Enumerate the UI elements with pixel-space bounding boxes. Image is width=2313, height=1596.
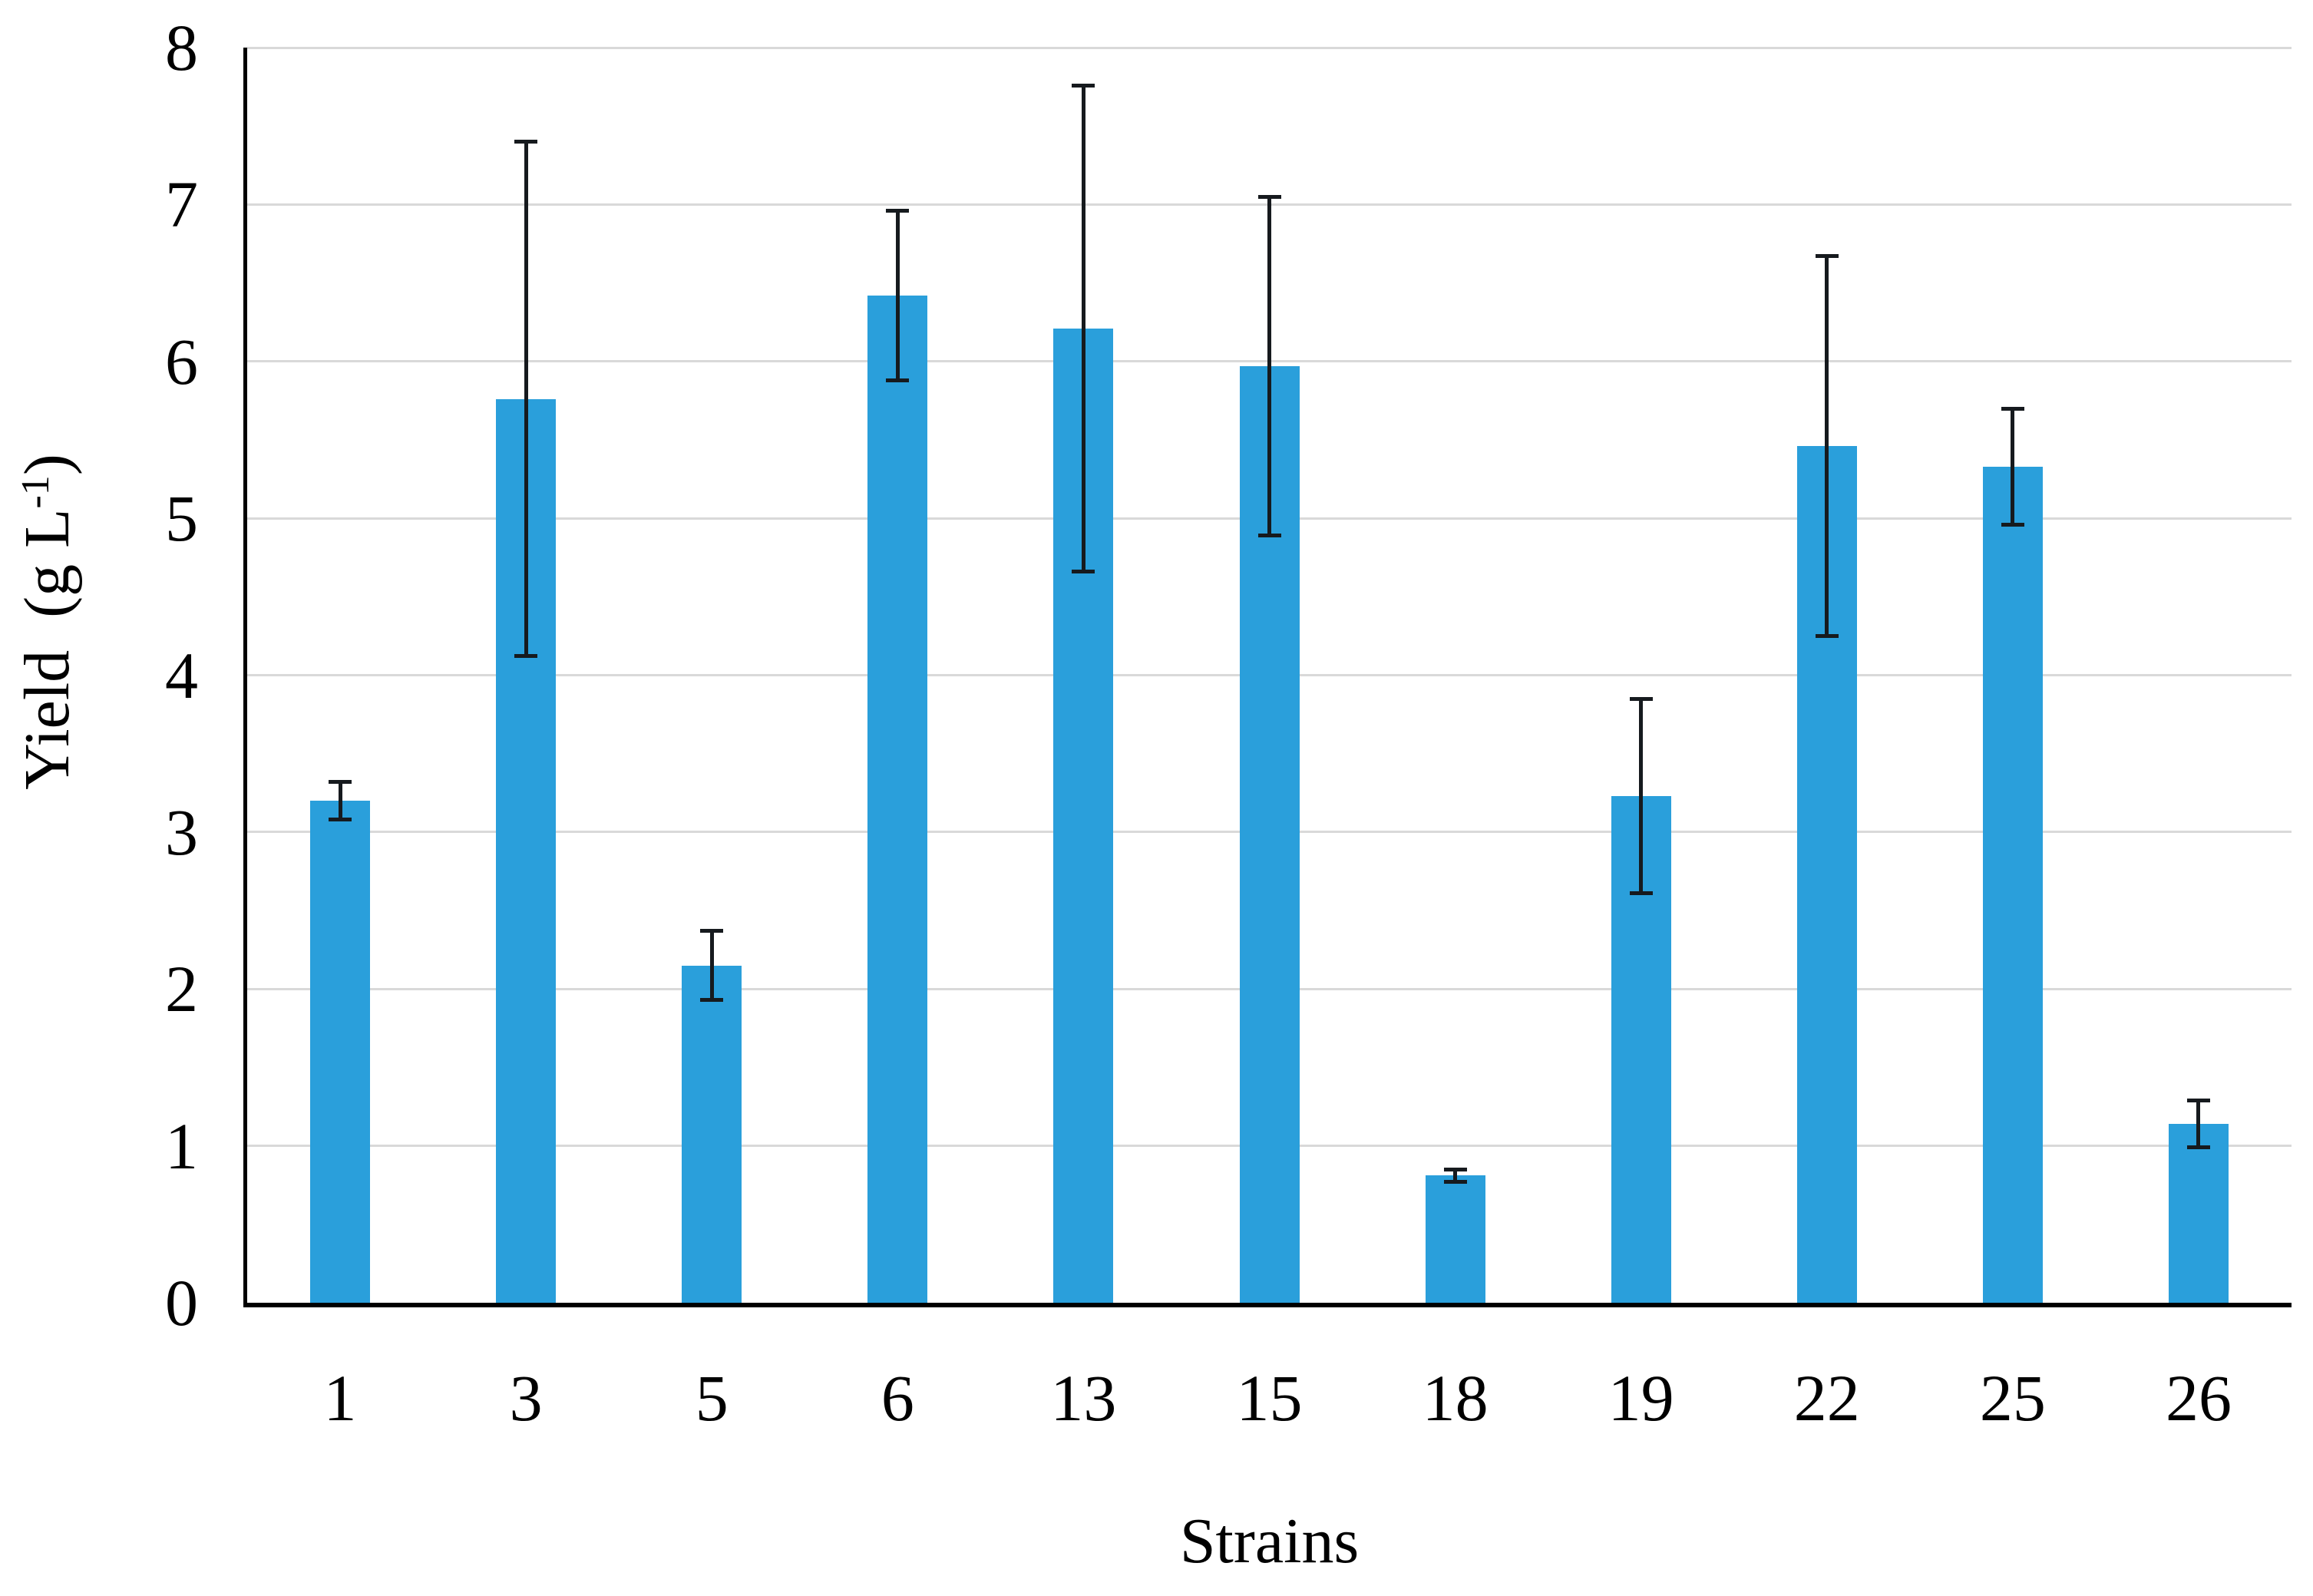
bar-strain-1 (310, 801, 371, 1303)
error-bar-strain-25 (2011, 408, 2015, 525)
error-bar-bottom-cap-strain-13 (1072, 570, 1095, 574)
error-bar-top-cap-strain-13 (1072, 83, 1095, 88)
bar-strain-5 (682, 965, 742, 1303)
y-tick-label: 5 (165, 481, 198, 556)
error-bar-top-cap-strain-3 (514, 140, 538, 144)
error-bar-bottom-cap-strain-15 (1257, 534, 1281, 538)
y-tick-label: 2 (165, 952, 198, 1026)
y-tick-label: 0 (165, 1266, 198, 1340)
error-bar-strain-3 (524, 141, 528, 656)
x-tick-label-strain-13: 13 (1050, 1361, 1117, 1435)
x-axis-line (243, 1303, 2292, 1307)
x-tick-label-strain-22: 22 (1793, 1361, 1860, 1435)
x-tick-label-strain-6: 6 (881, 1361, 914, 1435)
x-tick-label-strain-15: 15 (1236, 1361, 1303, 1435)
error-bar-strain-15 (1267, 197, 1271, 536)
error-bar-bottom-cap-strain-5 (700, 998, 724, 1003)
error-bar-bottom-cap-strain-26 (2186, 1145, 2210, 1150)
y-axis-title-close: ) (12, 454, 83, 476)
x-tick-label-strain-1: 1 (323, 1361, 357, 1435)
bar-strain-18 (1425, 1175, 1485, 1303)
error-bar-bottom-cap-strain-3 (514, 654, 538, 659)
error-bar-strain-19 (1639, 699, 1644, 894)
error-bar-top-cap-strain-6 (886, 209, 910, 213)
error-bar-top-cap-strain-15 (1257, 194, 1281, 199)
error-bar-bottom-cap-strain-25 (2001, 522, 2024, 527)
y-tick-label: 1 (165, 1109, 198, 1183)
bar-strain-26 (2168, 1124, 2229, 1303)
error-bar-strain-1 (338, 781, 342, 820)
gridline-y-8 (247, 46, 2292, 49)
bar-strain-25 (1982, 466, 2043, 1303)
error-bar-bottom-cap-strain-6 (886, 378, 910, 382)
error-bar-top-cap-strain-5 (700, 929, 724, 933)
x-tick-label-strain-19: 19 (1608, 1361, 1674, 1435)
x-tick-label-strain-5: 5 (695, 1361, 729, 1435)
error-bar-bottom-cap-strain-19 (1629, 891, 1653, 896)
y-tick-label: 3 (165, 795, 198, 869)
y-tick-label: 7 (165, 167, 198, 242)
error-bar-strain-13 (1081, 85, 1085, 572)
y-axis-line (243, 48, 247, 1305)
error-bar-strain-22 (1825, 256, 1829, 636)
error-bar-top-cap-strain-19 (1629, 696, 1653, 701)
bar-strain-6 (867, 295, 928, 1303)
error-bar-strain-6 (895, 210, 900, 381)
error-bar-top-cap-strain-26 (2186, 1098, 2210, 1102)
y-tick-label: 4 (165, 638, 198, 712)
y-axis-title-superscript: -1 (13, 475, 58, 509)
error-bar-top-cap-strain-25 (2001, 406, 2024, 411)
x-axis-title: Strains (1179, 1505, 1360, 1577)
y-axis-title: Yield (g L-1) (12, 454, 83, 790)
error-bar-top-cap-strain-18 (1443, 1167, 1467, 1171)
error-bar-strain-18 (1453, 1169, 1458, 1182)
error-bar-strain-26 (2196, 1100, 2201, 1148)
x-tick-label-strain-18: 18 (1422, 1361, 1489, 1435)
x-tick-label-strain-25: 25 (1979, 1361, 2046, 1435)
error-bar-bottom-cap-strain-18 (1443, 1180, 1467, 1185)
y-axis-title-text: Yield (g L (12, 508, 83, 790)
error-bar-bottom-cap-strain-22 (1815, 633, 1839, 638)
error-bar-bottom-cap-strain-1 (329, 818, 352, 822)
error-bar-strain-5 (709, 930, 714, 1000)
error-bar-top-cap-strain-1 (329, 779, 352, 784)
y-tick-label: 8 (165, 11, 198, 84)
x-tick-label-strain-26: 26 (2165, 1361, 2232, 1435)
error-bar-top-cap-strain-22 (1815, 254, 1839, 259)
x-tick-label-strain-3: 3 (509, 1361, 543, 1435)
y-tick-label: 6 (165, 324, 198, 398)
